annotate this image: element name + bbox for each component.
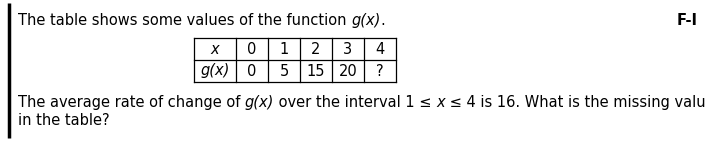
Text: 20: 20 xyxy=(339,63,357,79)
Text: The average rate of change of: The average rate of change of xyxy=(18,95,245,110)
Text: 1: 1 xyxy=(280,41,289,57)
Text: g(x): g(x) xyxy=(351,13,381,28)
Text: x: x xyxy=(210,41,220,57)
Text: The table shows some values of the function: The table shows some values of the funct… xyxy=(18,13,351,28)
Text: 2: 2 xyxy=(311,41,321,57)
Text: 4: 4 xyxy=(376,41,385,57)
Text: x: x xyxy=(436,95,445,110)
Text: 3: 3 xyxy=(343,41,352,57)
Text: ≤ 4 is 16. What is the missing value: ≤ 4 is 16. What is the missing value xyxy=(445,95,706,110)
Text: 15: 15 xyxy=(306,63,325,79)
Text: g(x): g(x) xyxy=(245,95,275,110)
Text: in the table?: in the table? xyxy=(18,113,109,128)
Text: 5: 5 xyxy=(280,63,289,79)
Text: 0: 0 xyxy=(247,63,257,79)
Text: over the interval 1 ≤: over the interval 1 ≤ xyxy=(275,95,436,110)
Text: .: . xyxy=(381,13,385,28)
Text: ?: ? xyxy=(376,63,384,79)
Text: g(x): g(x) xyxy=(201,63,229,79)
Text: F-I: F-I xyxy=(677,13,698,28)
Text: 0: 0 xyxy=(247,41,257,57)
